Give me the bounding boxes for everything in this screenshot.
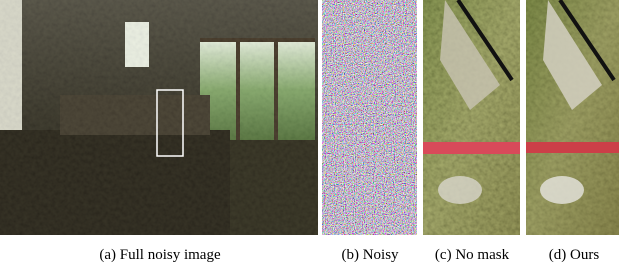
figure: (a) Full noisy image (b) Noisy (c) No ma… (0, 0, 619, 271)
page: (a) Full noisy image (b) Noisy (c) No ma… (0, 0, 619, 271)
caption: (c) No mask (435, 247, 510, 263)
caption: (a) Full noisy image (99, 247, 221, 263)
panel-full-image (0, 0, 318, 235)
white-blob (438, 176, 482, 204)
panel-no-mask (423, 0, 520, 235)
panel-noisy (322, 0, 417, 235)
red-band (526, 142, 619, 153)
grain-overlay (0, 0, 318, 235)
caption: (d) Ours (549, 247, 600, 263)
panel-ours (526, 0, 619, 235)
red-band (423, 142, 520, 154)
caption: (b) Noisy (341, 247, 399, 263)
white-blob (540, 176, 584, 204)
noise-pattern (322, 0, 417, 235)
